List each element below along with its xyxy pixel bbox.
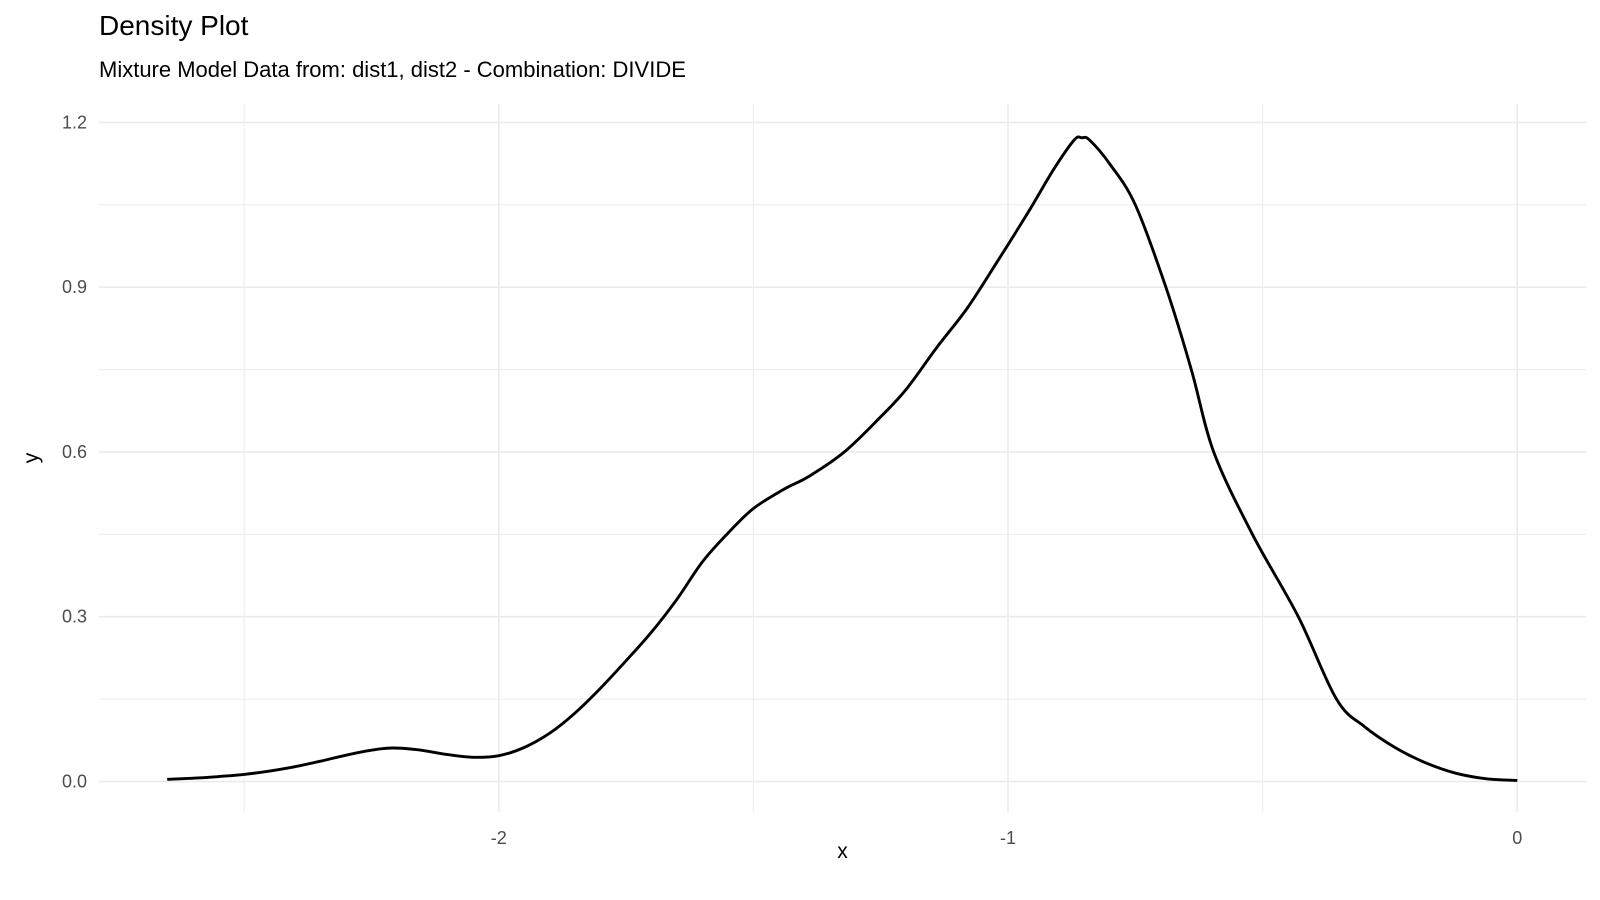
y-tick-label: 0.6 xyxy=(62,442,87,462)
x-axis-title: x xyxy=(837,840,848,863)
x-tick-label: -2 xyxy=(491,828,507,848)
grid-minor xyxy=(99,104,1586,812)
y-tick-label: 0.0 xyxy=(62,772,87,792)
x-axis-labels: -2 -1 0 xyxy=(491,828,1523,848)
x-tick-label: 0 xyxy=(1512,828,1522,848)
x-tick-label: -1 xyxy=(1000,828,1016,848)
plot-title: Density Plot xyxy=(99,10,249,41)
y-tick-label: 0.3 xyxy=(62,607,87,627)
y-tick-label: 0.9 xyxy=(62,277,87,297)
grid-major xyxy=(99,104,1586,812)
density-curve xyxy=(167,135,1518,782)
y-axis-title: y xyxy=(20,452,43,464)
plot-subtitle: Mixture Model Data from: dist1, dist2 - … xyxy=(99,57,686,82)
y-tick-label: 1.2 xyxy=(62,112,87,132)
y-axis-labels: 0.0 0.3 0.6 0.9 1.2 xyxy=(62,112,87,791)
